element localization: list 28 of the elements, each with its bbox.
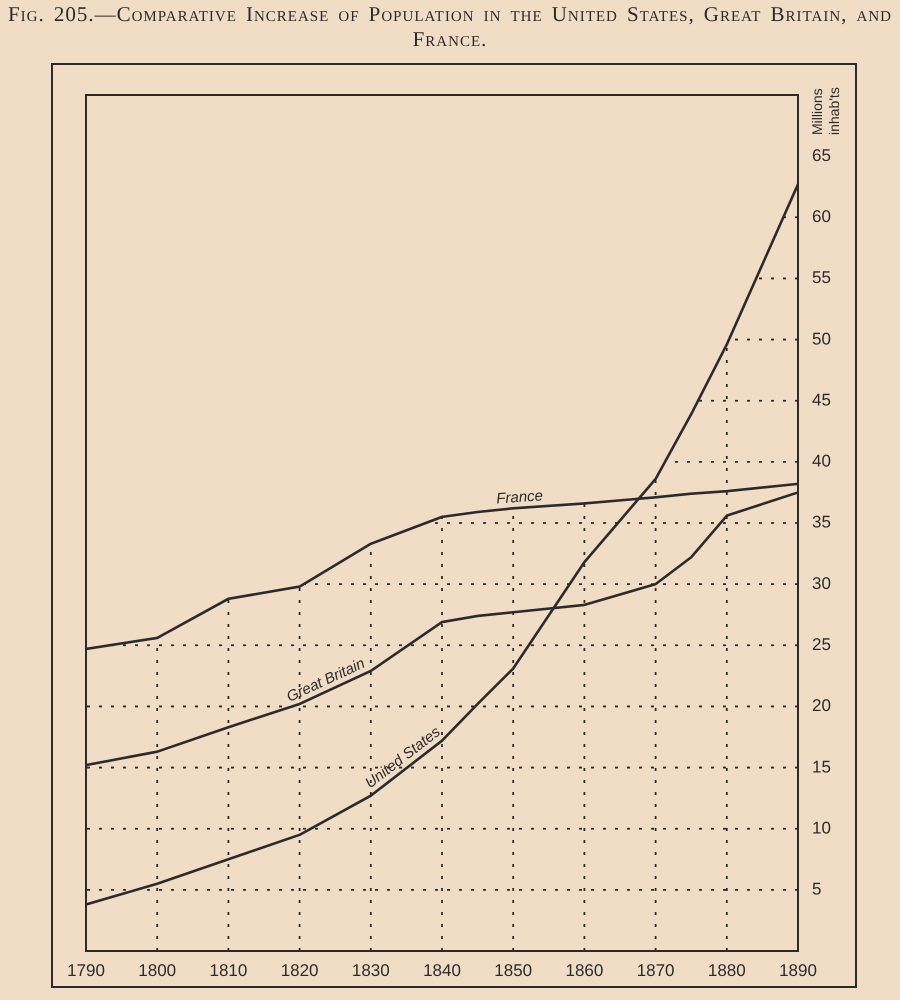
x-tick-label: 1860 — [565, 960, 604, 980]
x-tick-label: 1850 — [494, 960, 532, 980]
y-tick-label: 20 — [812, 696, 831, 716]
x-tick-label: 1790 — [67, 960, 105, 980]
y-tick-label: 25 — [812, 634, 831, 654]
chart-title: Fig. 205.—Comparative Increase of Population in the United States, Great Britain, and France. — [8, 2, 892, 52]
y-tick-label: 40 — [812, 452, 831, 471]
x-tick-label: 1800 — [138, 960, 176, 980]
y-tick-label: 50 — [812, 329, 831, 348]
y-tick-label: 65 — [812, 146, 831, 165]
x-tick-label: 1830 — [352, 960, 390, 980]
x-tick-label: 1880 — [708, 960, 746, 980]
y-axis-title: Millions inhab'ts — [809, 87, 842, 135]
series-label: France — [496, 487, 544, 508]
y-tick-label: 10 — [812, 818, 831, 838]
y-tick-label: 30 — [812, 574, 831, 593]
x-tick-label: 1870 — [636, 960, 675, 980]
y-tick-label: 60 — [812, 206, 831, 226]
x-tick-label: 1810 — [209, 960, 248, 980]
x-tick-label: 1840 — [423, 960, 461, 980]
text: Great Britain — [284, 654, 368, 706]
x-tick-label: 1890 — [779, 960, 817, 980]
y-tick-label: 35 — [812, 512, 831, 532]
y-tick-label: 45 — [812, 390, 831, 410]
y-tick-label: 5 — [812, 880, 822, 899]
x-tick-label: 1820 — [280, 960, 319, 980]
y-tick-label: 55 — [812, 268, 831, 288]
y-tick-label: 15 — [812, 757, 831, 776]
